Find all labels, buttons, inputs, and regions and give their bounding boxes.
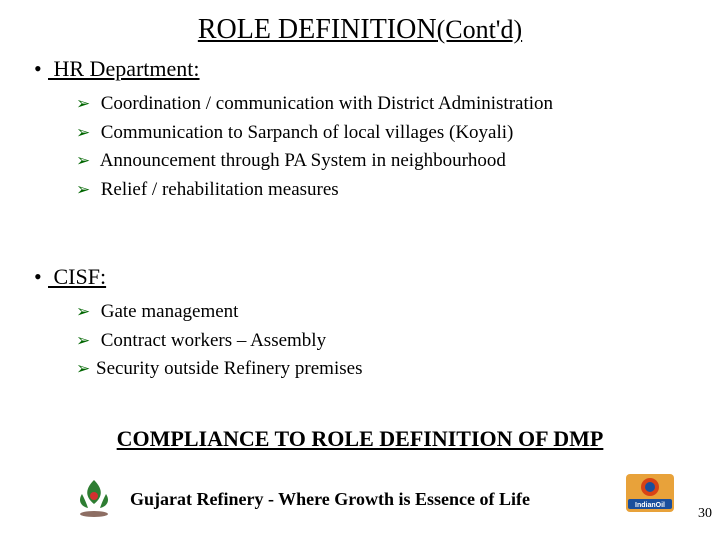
- list-item-text: Contract workers – Assembly: [96, 330, 326, 351]
- refinery-logo-icon: [72, 474, 116, 518]
- list-item: ➢ Contract workers – Assembly: [76, 327, 696, 356]
- section-heading-hr: • HR Department:: [34, 56, 696, 82]
- list-item-text: Gate management: [96, 301, 238, 322]
- section-heading-cisf: • CISF:: [34, 264, 696, 290]
- slide-title: ROLE DEFINITION(Cont'd): [24, 14, 696, 46]
- list-cisf: ➢ Gate management ➢ Contract workers – A…: [76, 298, 696, 384]
- svg-text:IndianOil: IndianOil: [635, 502, 665, 509]
- section-heading-text: CISF:: [48, 264, 106, 289]
- list-item-text: Security outside Refinery premises: [96, 358, 362, 379]
- list-hr: ➢ Coordination / communication with Dist…: [76, 90, 696, 204]
- list-item-text: Coordination / communication with Distri…: [96, 93, 553, 114]
- arrow-icon: ➢: [76, 356, 96, 382]
- title-main: ROLE DEFINITION: [198, 14, 437, 45]
- arrow-icon: ➢: [76, 120, 96, 146]
- list-item-text: Communication to Sarpanch of local villa…: [96, 122, 513, 143]
- spacer: [24, 392, 696, 410]
- list-item: ➢ Announcement through PA System in neig…: [76, 147, 696, 176]
- arrow-icon: ➢: [76, 177, 96, 203]
- arrow-icon: ➢: [76, 148, 96, 174]
- slide: ROLE DEFINITION(Cont'd) • HR Department:…: [0, 0, 720, 540]
- arrow-icon: ➢: [76, 299, 96, 325]
- section-heading-text: HR Department:: [48, 56, 200, 81]
- arrow-icon: ➢: [76, 91, 96, 117]
- list-item: ➢ Gate management: [76, 298, 696, 327]
- page-number: 30: [698, 506, 712, 522]
- indianoil-logo-icon: IndianOil: [626, 474, 674, 512]
- footer-tagline: Gujarat Refinery - Where Growth is Essen…: [130, 489, 530, 510]
- bullet-icon: •: [34, 264, 48, 290]
- list-item: ➢ Coordination / communication with Dist…: [76, 90, 696, 119]
- list-item: ➢ Relief / rehabilitation measures: [76, 176, 696, 205]
- spacer: [24, 212, 696, 258]
- list-item: ➢ Communication to Sarpanch of local vil…: [76, 119, 696, 148]
- list-item-text: Relief / rehabilitation measures: [96, 179, 339, 200]
- list-item-text: Announcement through PA System in neighb…: [96, 150, 506, 171]
- title-cont: (Cont'd): [437, 15, 523, 44]
- list-item: ➢Security outside Refinery premises: [76, 355, 696, 384]
- arrow-icon: ➢: [76, 328, 96, 354]
- compliance-line: COMPLIANCE TO ROLE DEFINITION OF DMP: [24, 426, 696, 452]
- footer: Gujarat Refinery - Where Growth is Essen…: [0, 472, 720, 524]
- bullet-icon: •: [34, 56, 48, 82]
